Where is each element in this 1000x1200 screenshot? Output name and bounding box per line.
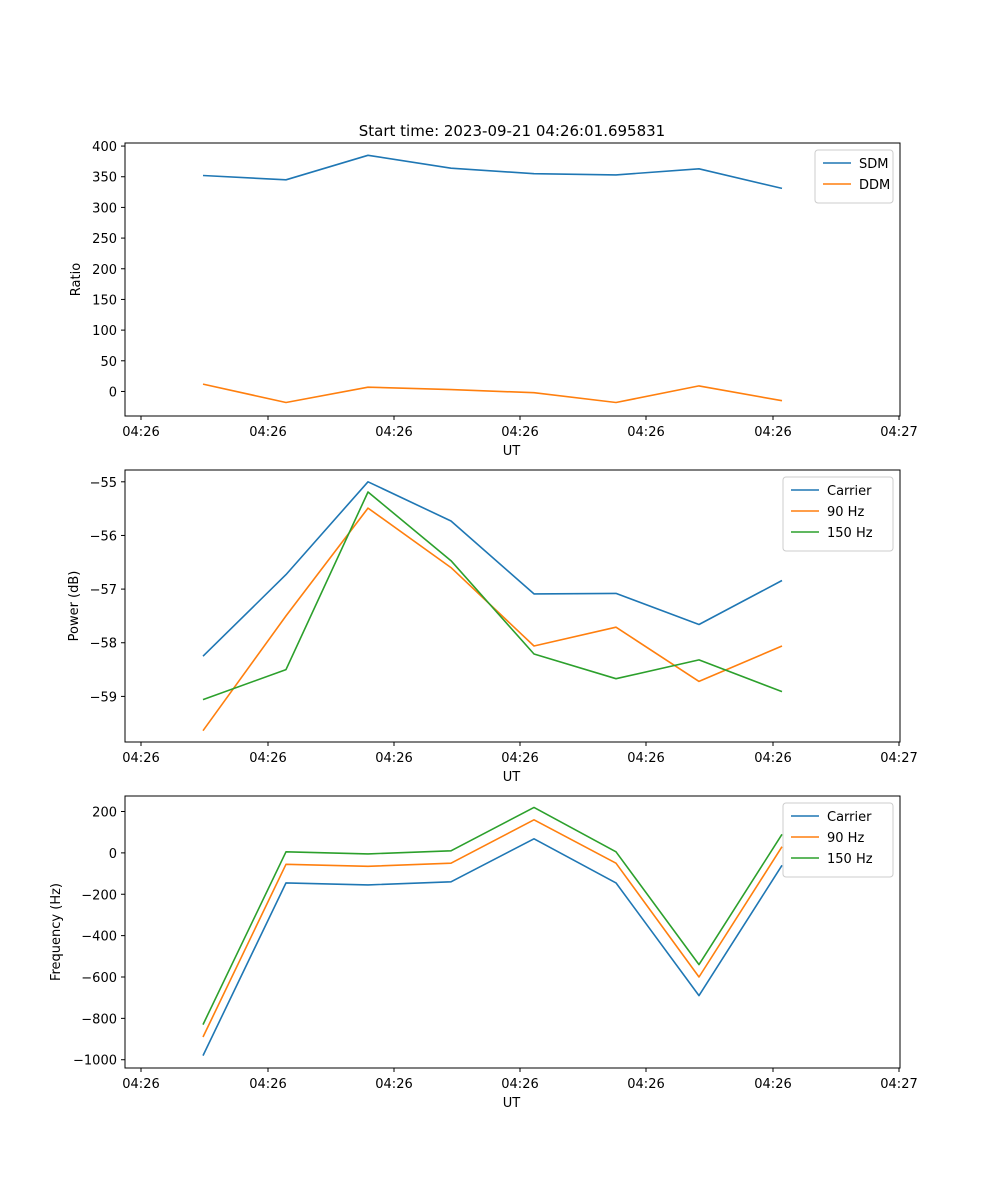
x-tick-label: 04:26 [122,751,159,766]
legend-entry: Carrier [827,484,872,499]
legend-entry: SDM [859,157,888,172]
series-line-ddm [202,383,783,404]
y-axis-label: Ratio [69,263,84,296]
x-tick-label: 04:26 [501,425,538,440]
series-line-sdm [202,154,783,190]
y-tick-label: 200 [92,263,117,278]
chart-panel-1: 0 50 100 150 200 250 300 350 400 04:26 04:26 04:26 0… [69,140,918,459]
series-line-150-hz [202,491,783,701]
y-tick-label: −200 [81,888,117,903]
series-line-90-hz [202,507,783,732]
legend-entry: 150 Hz [827,526,873,541]
x-tick-label: 04:26 [627,751,664,766]
series-line-90-hz [202,818,783,1038]
y-axis-label: Power (dB) [67,571,82,642]
legend-entry: 150 Hz [827,852,873,867]
x-tick-label: 04:26 [501,751,538,766]
chart-panel-3: −1000 −800 −600 −400 −200 0 200 04:26 04:26 04:26… [49,795,918,1111]
y-tick-label: 50 [100,355,117,370]
y-tick-label: 100 [92,324,117,339]
series-line-carrier [202,837,783,1056]
legend: Carrier 90 Hz 150 Hz [782,802,894,878]
y-tick-label: 0 [109,847,117,862]
x-axis-label: UT [503,1096,521,1111]
x-tick-label: 04:27 [880,1077,917,1092]
y-tick-label: 150 [92,293,117,308]
y-tick-label: −800 [81,1012,117,1027]
legend-entry: Carrier [827,810,872,825]
x-tick-label: 04:26 [501,1077,538,1092]
x-tick-label: 04:26 [627,1077,664,1092]
x-tick-label: 04:26 [754,425,791,440]
y-tick-label: −59 [90,690,117,705]
y-tick-label: 400 [92,140,117,155]
x-tick-label: 04:26 [249,751,286,766]
series-line-carrier [202,480,783,657]
legend-entry: DDM [859,178,890,193]
y-tick-label: 0 [109,385,117,400]
x-tick-label: 04:26 [249,1077,286,1092]
axes-frame [124,142,901,417]
figure-title: Start time: 2023-09-21 04:26:01.695831 [359,122,665,140]
y-tick-label: −1000 [73,1054,117,1069]
x-tick-label: 04:26 [754,751,791,766]
x-tick-label: 04:26 [122,425,159,440]
x-tick-label: 04:26 [122,1077,159,1092]
y-tick-label: −55 [90,476,117,491]
y-tick-label: 300 [92,201,117,216]
x-axis-label: UT [503,770,521,785]
legend: SDM DDM [814,149,894,204]
chart-panel-2: −59 −58 −57 −56 −55 04:26 04:26 04:26 04:26 04:26… [67,469,918,785]
y-tick-label: 200 [92,806,117,821]
y-tick-label: 350 [92,171,117,186]
y-tick-label: −600 [81,971,117,986]
x-tick-label: 04:26 [627,425,664,440]
x-tick-label: 04:27 [880,425,917,440]
x-tick-label: 04:26 [249,425,286,440]
legend: Carrier 90 Hz 150 Hz [782,476,894,552]
y-tick-label: −400 [81,930,117,945]
y-axis-label: Frequency (Hz) [49,883,64,981]
y-tick-label: 250 [92,232,117,247]
axes-frame [124,795,901,1069]
legend-entry: 90 Hz [827,505,864,520]
x-axis-label: UT [503,444,521,459]
axes-frame [124,469,901,743]
x-tick-label: 04:26 [375,425,412,440]
x-tick-label: 04:27 [880,751,917,766]
series-line-150-hz [202,806,783,1025]
x-tick-label: 04:26 [375,751,412,766]
legend-entry: 90 Hz [827,831,864,846]
x-tick-label: 04:26 [754,1077,791,1092]
y-tick-label: −56 [90,529,117,544]
x-tick-label: 04:26 [375,1077,412,1092]
y-tick-label: −57 [90,583,117,598]
y-tick-label: −58 [90,637,117,652]
